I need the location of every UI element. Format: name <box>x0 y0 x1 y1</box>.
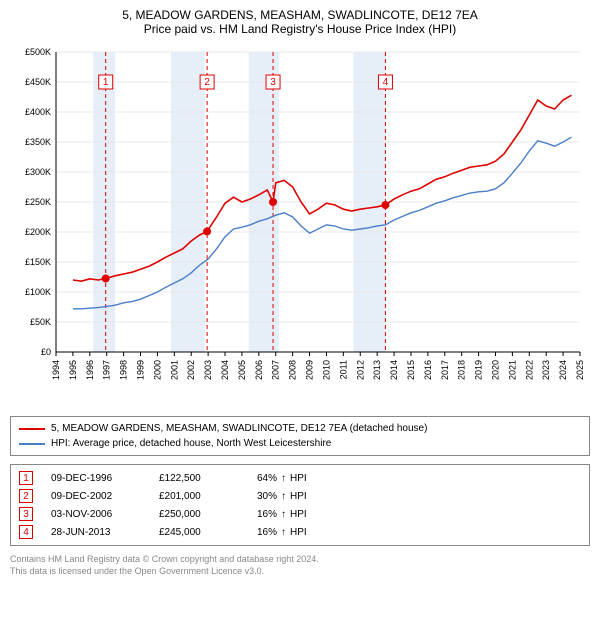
svg-text:2021: 2021 <box>507 360 517 380</box>
transaction-relative: 16%↑HPI <box>257 527 307 538</box>
svg-text:2007: 2007 <box>271 360 281 380</box>
svg-text:2011: 2011 <box>338 360 348 379</box>
svg-text:2013: 2013 <box>372 360 382 380</box>
transaction-row: 1 09-DEC-1996 £122,500 64%↑HPI <box>19 469 581 487</box>
transaction-row: 3 03-NOV-2006 £250,000 16%↑HPI <box>19 505 581 523</box>
transaction-marker: 4 <box>19 525 33 539</box>
transaction-row: 4 28-JUN-2013 £245,000 16%↑HPI <box>19 523 581 541</box>
svg-text:£500K: £500K <box>25 47 51 57</box>
footnote: Contains HM Land Registry data © Crown c… <box>10 554 590 577</box>
svg-text:£400K: £400K <box>25 107 51 117</box>
svg-text:2024: 2024 <box>558 360 568 380</box>
svg-text:2010: 2010 <box>321 360 331 380</box>
svg-text:2001: 2001 <box>169 360 179 380</box>
svg-text:2018: 2018 <box>457 360 467 380</box>
transaction-price: £245,000 <box>159 527 239 538</box>
svg-text:2006: 2006 <box>254 360 264 380</box>
transaction-date: 09-DEC-2002 <box>51 491 141 502</box>
transaction-date: 03-NOV-2006 <box>51 509 141 520</box>
title-address: 5, MEADOW GARDENS, MEASHAM, SWADLINCOTE,… <box>10 8 590 22</box>
transaction-price: £250,000 <box>159 509 239 520</box>
transaction-marker: 2 <box>19 489 33 503</box>
legend-label: HPI: Average price, detached house, Nort… <box>51 436 331 451</box>
svg-text:1998: 1998 <box>119 360 129 380</box>
svg-text:£250K: £250K <box>25 197 51 207</box>
svg-text:2012: 2012 <box>355 360 365 380</box>
transaction-date: 28-JUN-2013 <box>51 527 141 538</box>
transactions-table: 1 09-DEC-1996 £122,500 64%↑HPI 2 09-DEC-2002 £… <box>10 464 590 546</box>
svg-text:2020: 2020 <box>490 360 500 380</box>
svg-text:£350K: £350K <box>25 137 51 147</box>
svg-text:2022: 2022 <box>524 360 534 380</box>
footnote-line: Contains HM Land Registry data © Crown c… <box>10 554 590 566</box>
svg-text:2019: 2019 <box>474 360 484 380</box>
legend-label: 5, MEADOW GARDENS, MEASHAM, SWADLINCOTE,… <box>51 421 427 436</box>
svg-text:2005: 2005 <box>237 360 247 380</box>
svg-text:£0: £0 <box>41 347 51 357</box>
svg-text:2: 2 <box>204 77 210 88</box>
transaction-row: 2 09-DEC-2002 £201,000 30%↑HPI <box>19 487 581 505</box>
svg-text:2008: 2008 <box>288 360 298 380</box>
transaction-relative: 16%↑HPI <box>257 509 307 520</box>
svg-text:£50K: £50K <box>30 317 51 327</box>
svg-text:2025: 2025 <box>575 360 585 380</box>
svg-text:1996: 1996 <box>85 360 95 380</box>
legend-box: 5, MEADOW GARDENS, MEASHAM, SWADLINCOTE,… <box>10 416 590 456</box>
transaction-date: 09-DEC-1996 <box>51 473 141 484</box>
chart-title-block: 5, MEADOW GARDENS, MEASHAM, SWADLINCOTE,… <box>10 8 590 36</box>
svg-text:2016: 2016 <box>423 360 433 380</box>
svg-text:2009: 2009 <box>305 360 315 380</box>
svg-text:1999: 1999 <box>136 360 146 380</box>
svg-text:4: 4 <box>383 77 389 88</box>
transaction-price: £201,000 <box>159 491 239 502</box>
transaction-marker: 1 <box>19 471 33 485</box>
svg-text:2004: 2004 <box>220 360 230 380</box>
transaction-relative: 64%↑HPI <box>257 473 307 484</box>
svg-text:£200K: £200K <box>25 227 51 237</box>
svg-text:2014: 2014 <box>389 360 399 380</box>
svg-text:1995: 1995 <box>68 360 78 380</box>
transaction-relative: 30%↑HPI <box>257 491 307 502</box>
svg-text:1: 1 <box>103 77 109 88</box>
svg-text:£300K: £300K <box>25 167 51 177</box>
svg-text:3: 3 <box>270 77 276 88</box>
svg-text:2023: 2023 <box>541 360 551 380</box>
legend-swatch <box>19 443 45 445</box>
legend-swatch <box>19 428 45 430</box>
svg-text:2000: 2000 <box>152 360 162 380</box>
legend-item: HPI: Average price, detached house, Nort… <box>19 436 581 451</box>
transaction-marker: 3 <box>19 507 33 521</box>
price-chart: £0 £50K £100K £150K £200K £250K £300K £350K £400… <box>10 42 590 402</box>
svg-text:2017: 2017 <box>440 360 450 380</box>
svg-text:£150K: £150K <box>25 257 51 267</box>
svg-text:£100K: £100K <box>25 287 51 297</box>
footnote-line: This data is licensed under the Open Gov… <box>10 566 590 578</box>
svg-text:£450K: £450K <box>25 77 51 87</box>
legend-item: 5, MEADOW GARDENS, MEASHAM, SWADLINCOTE,… <box>19 421 581 436</box>
svg-text:2002: 2002 <box>186 360 196 380</box>
transaction-price: £122,500 <box>159 473 239 484</box>
svg-text:1997: 1997 <box>102 360 112 380</box>
svg-text:2015: 2015 <box>406 360 416 380</box>
title-subtitle: Price paid vs. HM Land Registry's House … <box>10 22 590 36</box>
svg-text:1994: 1994 <box>51 360 61 380</box>
svg-text:2003: 2003 <box>203 360 213 380</box>
